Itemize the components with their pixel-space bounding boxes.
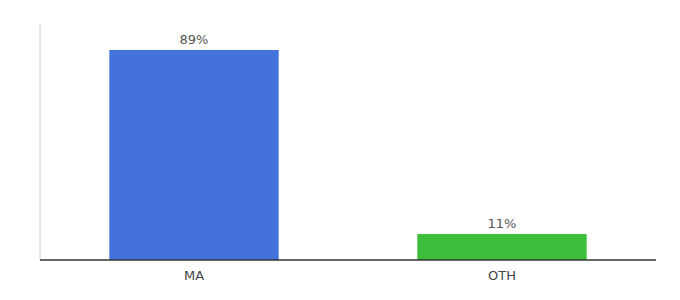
x-tick-label: MA xyxy=(184,268,204,283)
data-label: 89% xyxy=(180,32,209,47)
bars xyxy=(109,50,586,260)
x-tick-label: OTH xyxy=(488,268,516,283)
data-label: 11% xyxy=(488,216,517,231)
bar xyxy=(109,50,278,260)
y-axis-line xyxy=(40,24,41,260)
chart-container: MA OTH 89% 11% xyxy=(0,0,680,300)
x-axis-line xyxy=(40,259,656,261)
chart-svg: MA OTH 89% 11% xyxy=(0,0,680,300)
bar xyxy=(417,234,586,260)
